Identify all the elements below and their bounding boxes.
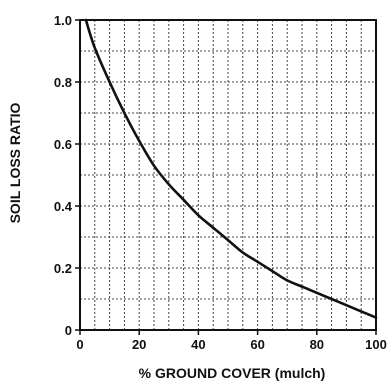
- axis-ticks: [75, 19, 377, 335]
- y-tick-label: 0.4: [54, 199, 73, 214]
- y-tick-label: 0: [65, 323, 72, 338]
- x-tick-label: 100: [365, 337, 387, 352]
- x-axis-title: % GROUND COVER (mulch): [139, 365, 326, 381]
- x-tick-label: 60: [250, 337, 264, 352]
- plot-series: [84, 18, 378, 319]
- y-tick-label: 0.6: [54, 137, 72, 152]
- x-tick-label: 80: [310, 337, 324, 352]
- tick-labels: 0 20 40 60 80 100 0 0.2 0.4 0.6 0.8 1.0: [54, 13, 387, 352]
- y-tick-label: 0.8: [54, 75, 72, 90]
- x-tick-label: 40: [191, 337, 205, 352]
- soil-loss-curve: [84, 18, 378, 319]
- y-axis-title: SOIL LOSS RATIO: [7, 102, 23, 223]
- x-tick-label: 20: [132, 337, 146, 352]
- grid-lines: [80, 20, 376, 330]
- y-tick-label: 1.0: [54, 13, 72, 28]
- x-tick-label: 0: [76, 337, 83, 352]
- plot-frame: [79, 19, 377, 331]
- y-tick-label: 0.2: [54, 261, 72, 276]
